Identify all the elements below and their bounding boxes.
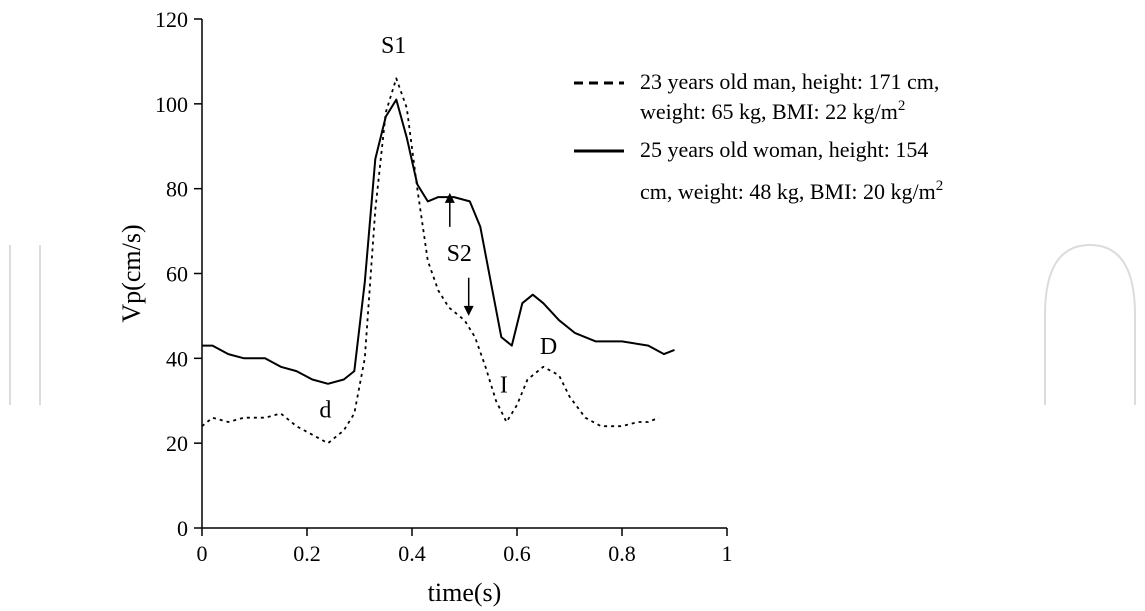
y-tick-label: 20 [166,431,188,456]
arrow-up [444,192,455,227]
x-tick-label: 0 [197,541,208,566]
legend-label-line1: 23 years old man, height: 171 cm, [640,69,939,94]
y-ticks: 0 20 40 60 80 100 120 [155,7,202,541]
x-tick-label: 0.6 [503,541,531,566]
annotation-i: I [500,372,508,398]
y-tick-label: 80 [166,177,188,202]
y-tick-label: 40 [166,346,188,371]
x-ticks: 0 0.2 0.4 0.6 0.8 1 [197,528,733,566]
legend-label-line2: cm, weight: 48 kg, BMI: 20 kg/m2 [640,178,943,204]
y-tick-label: 120 [155,7,188,32]
legend-entry-solid: 25 years old woman, height: 154 cm, weig… [574,137,943,204]
x-tick-label: 1 [722,541,733,566]
series-line-woman [202,98,675,385]
x-axis-title: time(s) [428,578,502,607]
series-line-man [201,77,660,445]
y-tick-label: 100 [155,92,188,117]
x-tick-label: 0.4 [398,541,426,566]
annotation-d: d [319,398,331,424]
x-tick-label: 0.8 [608,541,636,566]
x-tick-label: 0.2 [293,541,321,566]
legend: 23 years old man, height: 171 cm, weight… [574,69,943,204]
y-tick-label: 0 [177,516,188,541]
series-layer [201,77,675,445]
legend-label-line2: weight: 65 kg, BMI: 22 kg/m2 [640,98,905,124]
annotation-d: D [540,334,557,360]
annotation-layer: S1 S2 d I D [319,33,557,424]
arrow-head [463,305,474,316]
legend-label-line1: 25 years old woman, height: 154 [640,137,928,162]
y-tick-label: 60 [166,262,188,287]
y-axis-title: Vp(cm/s) [117,224,146,322]
arrow-down [463,277,474,316]
arrow-head [444,192,455,203]
annotation-s1: S1 [381,33,406,59]
annotation-s2: S2 [447,241,472,267]
axes: 0 0.2 0.4 0.6 0.8 1 0 20 40 60 80 100 120 [155,7,733,566]
legend-entry-dashed: 23 years old man, height: 171 cm, weight… [574,69,939,124]
watermark [9,243,1136,405]
